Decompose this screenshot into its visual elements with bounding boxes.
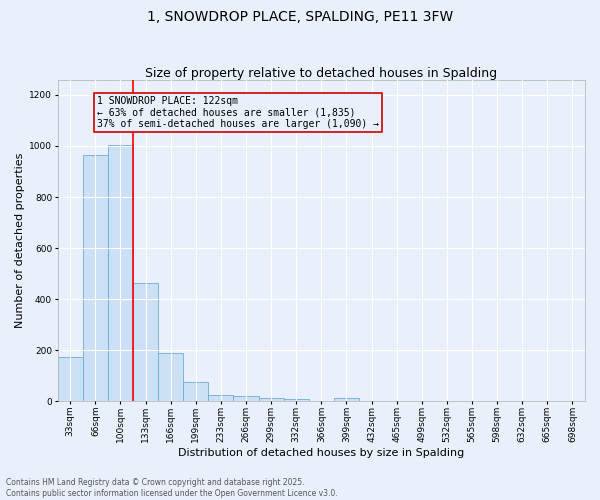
Bar xyxy=(259,398,284,402)
Bar xyxy=(158,353,183,402)
Bar xyxy=(208,395,233,402)
Text: 1 SNOWDROP PLACE: 122sqm
← 63% of detached houses are smaller (1,835)
37% of sem: 1 SNOWDROP PLACE: 122sqm ← 63% of detach… xyxy=(97,96,379,130)
Bar xyxy=(58,356,83,402)
Bar xyxy=(334,398,359,402)
Text: Contains HM Land Registry data © Crown copyright and database right 2025.
Contai: Contains HM Land Registry data © Crown c… xyxy=(6,478,338,498)
Bar xyxy=(183,382,208,402)
Bar xyxy=(284,399,309,402)
Text: 1, SNOWDROP PLACE, SPALDING, PE11 3FW: 1, SNOWDROP PLACE, SPALDING, PE11 3FW xyxy=(147,10,453,24)
Y-axis label: Number of detached properties: Number of detached properties xyxy=(15,153,25,328)
Bar xyxy=(108,144,133,402)
X-axis label: Distribution of detached houses by size in Spalding: Distribution of detached houses by size … xyxy=(178,448,464,458)
Bar xyxy=(83,155,108,402)
Bar xyxy=(133,282,158,402)
Title: Size of property relative to detached houses in Spalding: Size of property relative to detached ho… xyxy=(145,66,497,80)
Bar xyxy=(233,396,259,402)
